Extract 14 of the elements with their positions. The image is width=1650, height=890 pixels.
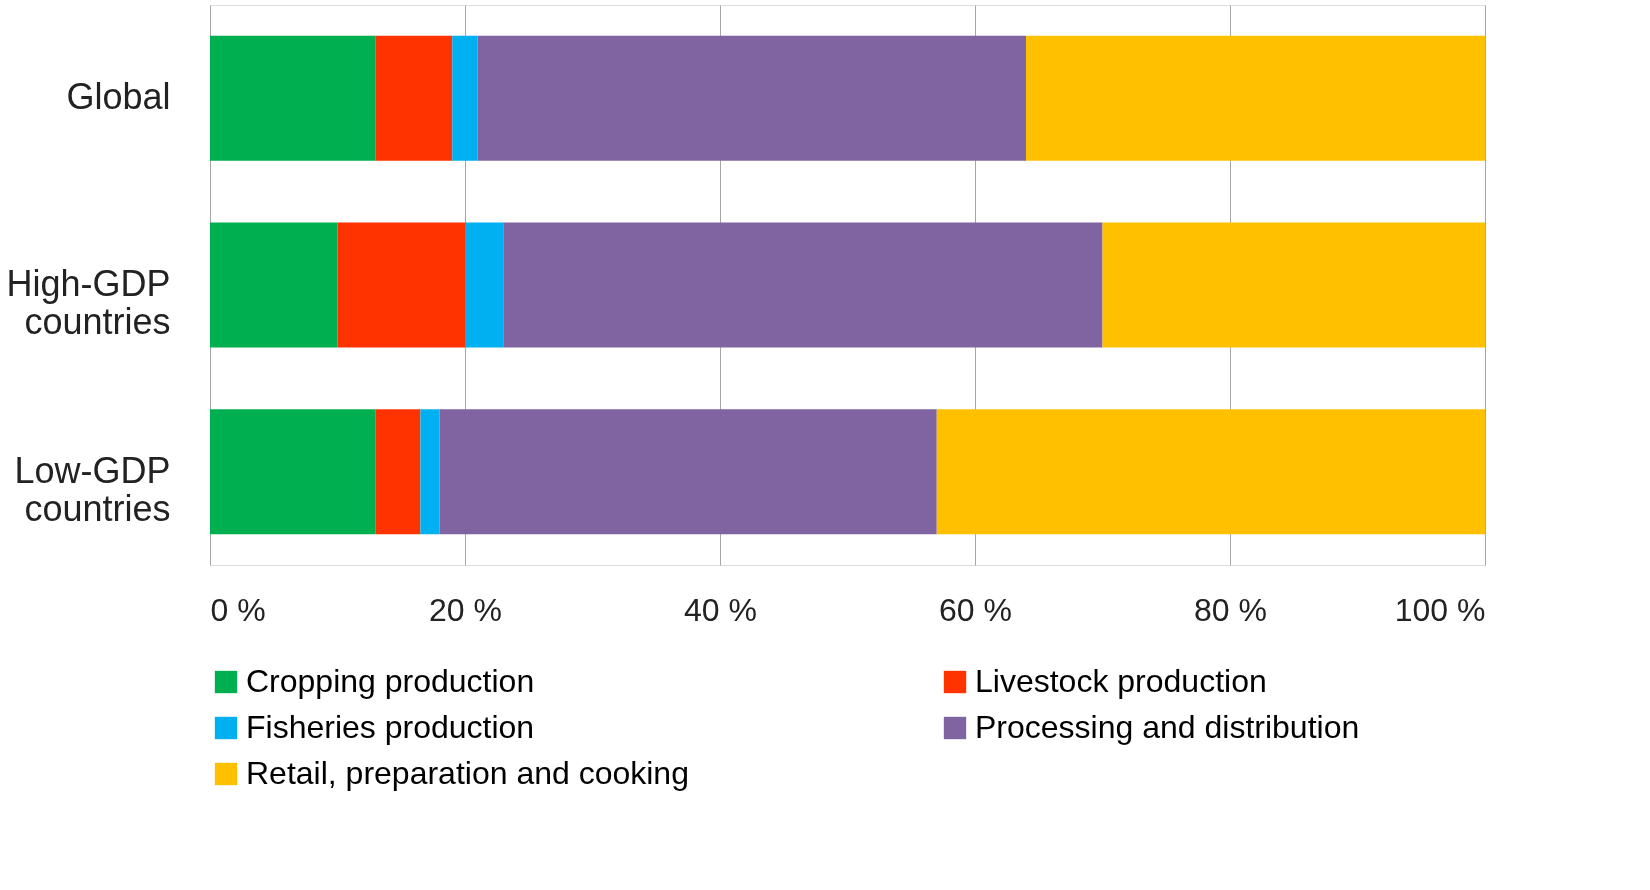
legend-label: Retail, preparation and cooking <box>246 755 689 791</box>
legend-label: Processing and distribution <box>975 709 1360 745</box>
x-tick-label: 0 % <box>210 591 266 628</box>
legend-label: Livestock production <box>975 663 1267 699</box>
y-tick-label: Low-GDP countries <box>14 449 171 529</box>
x-tick-label: 60 % <box>939 591 1012 628</box>
x-tick-label: 20 % <box>429 591 502 628</box>
x-tick-label: 100 % <box>1394 591 1486 628</box>
y-tick-label: High-GDP countries <box>6 263 171 342</box>
x-tick-label: 80 % <box>1194 591 1267 628</box>
legend-label: Cropping production <box>246 663 535 699</box>
y-tick-label: Global <box>66 76 171 118</box>
x-tick-label: 40 % <box>684 591 757 628</box>
legend-label: Fisheries production <box>246 709 535 745</box>
